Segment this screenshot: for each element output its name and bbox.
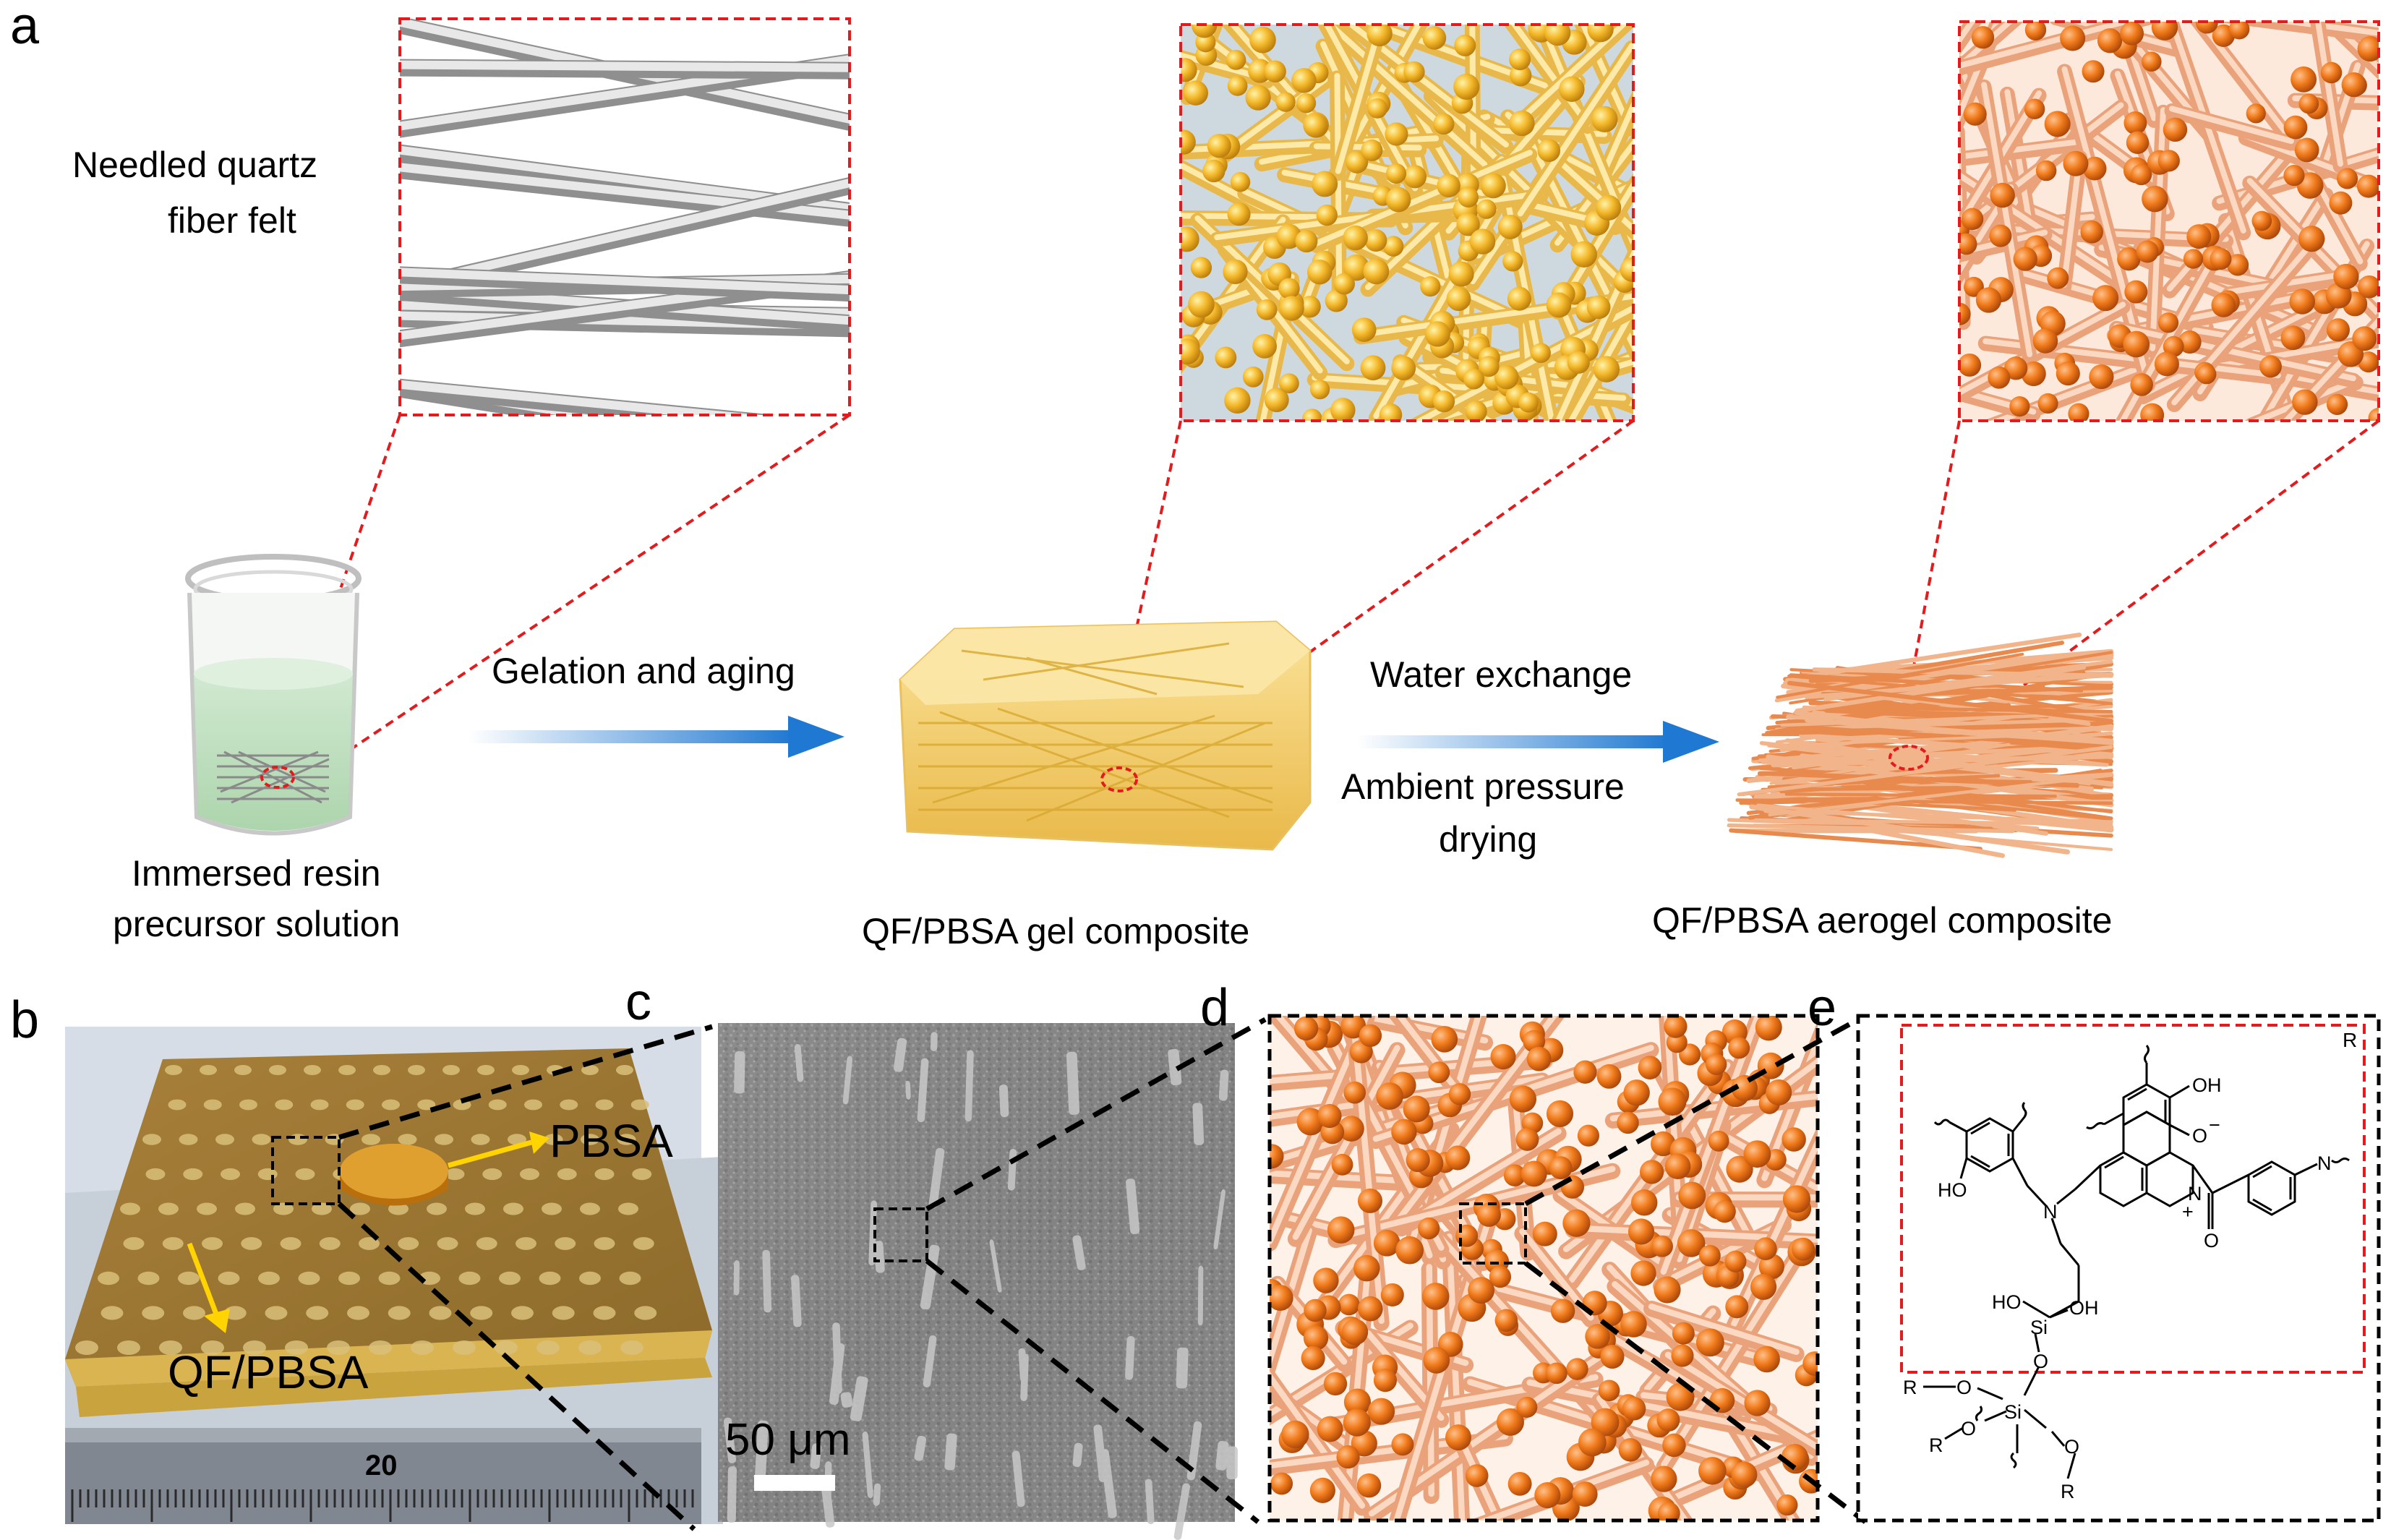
beaker-label-line1: Immersed resin [132, 853, 381, 894]
arrow2-label-bottom-line2: drying [1439, 819, 1537, 860]
gel-block [899, 620, 1312, 851]
atom-si-top: Si [2030, 1317, 2048, 1338]
panel-letter-e: e [1808, 979, 1836, 1037]
atom-ho-si: HO [1992, 1291, 2022, 1313]
atom-si-bottom: Si [2004, 1401, 2022, 1423]
atom-plus: + [2182, 1201, 2194, 1223]
atom-o-carbonyl: O [2204, 1230, 2219, 1252]
atom-o-si-link: O [2033, 1351, 2048, 1372]
felt-label-line2: fiber felt [168, 200, 296, 241]
panel-letter-c: c [625, 973, 651, 1031]
atom-o-bottom-right: O [2064, 1436, 2079, 1458]
beaker-label-line2: precursor solution [113, 904, 400, 944]
aerogel-model [1267, 1014, 1820, 1523]
arrow2-label-top: Water exchange [1370, 654, 1632, 695]
ruler-mark: 20 [365, 1450, 398, 1481]
atom-oh-si: OH [2069, 1297, 2099, 1319]
atom-minus: − [2209, 1114, 2220, 1136]
panel-letter-b: b [10, 991, 39, 1049]
arrow1-label: Gelation and aging [492, 651, 795, 691]
atom-o-minus: O [2192, 1125, 2207, 1147]
atom-o-left: O [1956, 1377, 1972, 1398]
atom-oh-top: OH [2192, 1074, 2222, 1096]
aerogel-zoom-box [1958, 20, 2380, 422]
panel-letter-a: a [10, 0, 40, 55]
box-label-r: R [2343, 1029, 2357, 1051]
gel-label: QF/PBSA gel composite [862, 911, 1249, 951]
sem-image [718, 1023, 1238, 1540]
chem-structure: OH O − N + O N HO N HO Si OH O Si R O O … [1856, 1014, 2381, 1523]
panel-letter-d: d [1200, 979, 1229, 1037]
aerogel-label: QF/PBSA aerogel composite [1652, 900, 2112, 941]
atom-r-left: R [1903, 1377, 1917, 1398]
atom-n-right: N [2317, 1152, 2332, 1174]
scale-bar-label: 50 μm [725, 1415, 851, 1465]
gel-zoom-box [1179, 23, 1635, 422]
atom-n-amine: N [2043, 1201, 2058, 1223]
pbsa-label: PBSA [549, 1115, 673, 1167]
atom-n-pyridinium: N [2188, 1183, 2202, 1205]
photo-felt: 20 [65, 1027, 723, 1524]
arrow-water-exchange [1358, 721, 1719, 763]
felt-zoom-box [398, 17, 851, 416]
atom-o-left2: O [1961, 1418, 1976, 1440]
arrow2-label-bottom-line1: Ambient pressure [1341, 766, 1625, 807]
atom-r-bottom-left: R [1929, 1434, 1943, 1456]
beaker [185, 554, 362, 836]
zoom-lines-bc [337, 1024, 713, 1531]
qf-label: QF/PBSA [168, 1346, 369, 1398]
felt-label-line1: Needled quartz [72, 145, 317, 185]
aerogel-block [1727, 632, 2114, 858]
arrow-gelation [469, 716, 844, 758]
zoom-lines-cd [925, 1017, 1267, 1524]
atom-r-bottom-right: R [2061, 1481, 2075, 1502]
zoom-lines-de [1523, 1017, 1868, 1524]
atom-ho-left: HO [1938, 1179, 1967, 1201]
